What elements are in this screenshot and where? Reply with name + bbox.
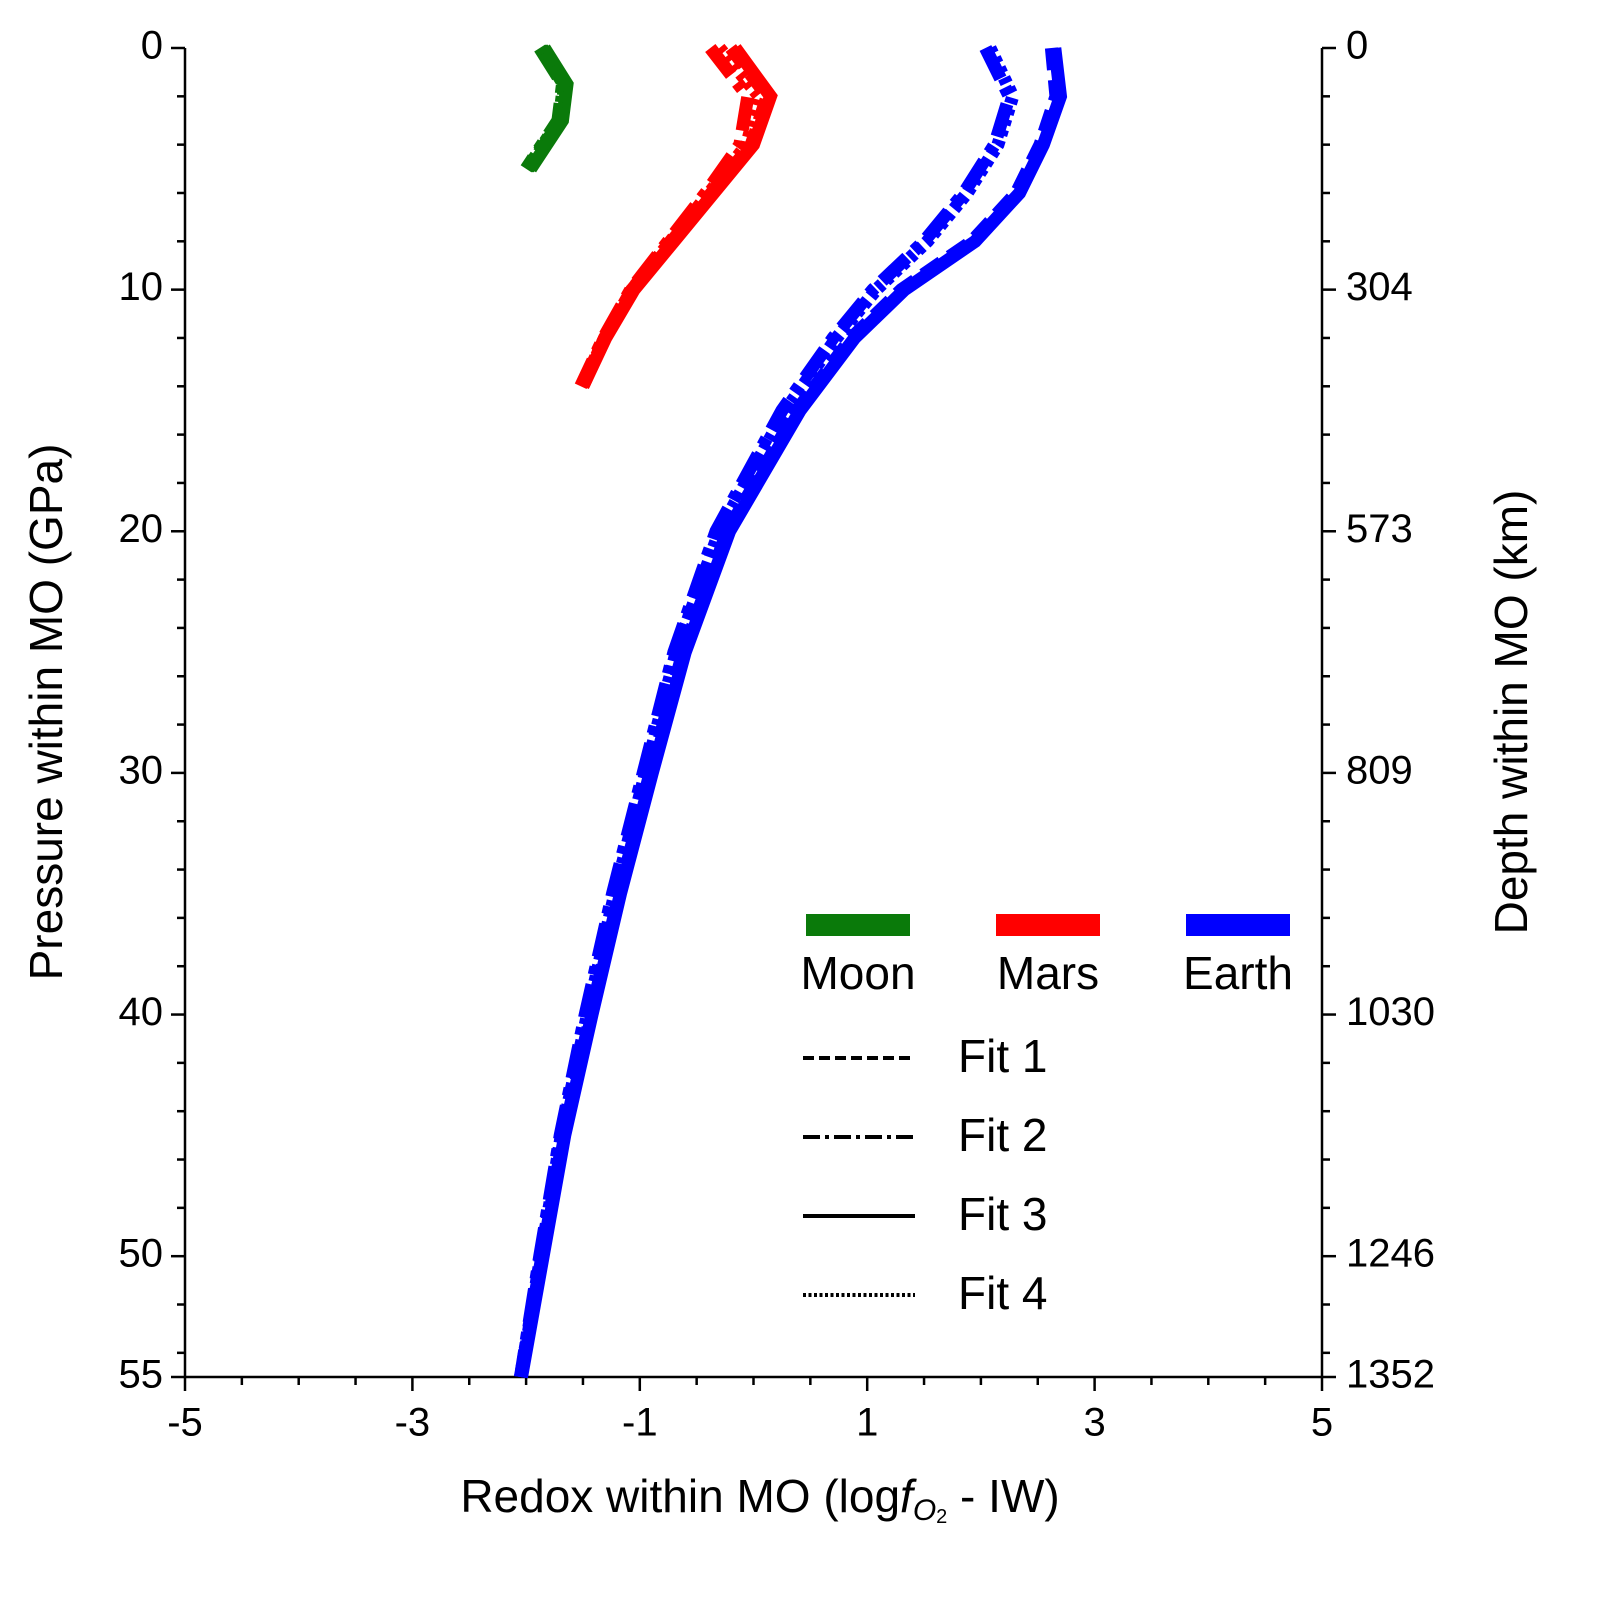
y-tick-label: 30	[119, 748, 164, 792]
y2-tick-label: 1352	[1346, 1353, 1435, 1397]
curve	[575, 43, 767, 390]
x-tick-label: -5	[167, 1401, 203, 1445]
x-tick-label: 3	[1083, 1401, 1105, 1445]
y-tick-label: 20	[119, 507, 164, 551]
x-tick-label: -1	[622, 1401, 658, 1445]
y-tick-label: 55	[119, 1353, 164, 1397]
x-title-sub: O	[913, 1494, 936, 1527]
y2-tick-label: 304	[1346, 265, 1413, 309]
y2-tick-label: 809	[1346, 748, 1413, 792]
y-tick-label: 0	[141, 24, 163, 68]
x-title-f: f	[900, 1470, 917, 1522]
x-tick-label: 5	[1311, 1401, 1333, 1445]
y-tick-label: 40	[119, 990, 164, 1034]
x-axis-title: Redox within MO (logfO2 - IW)	[460, 1470, 1059, 1528]
y-tick-label: 10	[119, 265, 164, 309]
x-title-after: - IW)	[947, 1470, 1059, 1522]
y-tick-label: 50	[119, 1232, 164, 1276]
curve	[515, 47, 1068, 1379]
x-title-text: Redox within MO (log	[460, 1470, 900, 1522]
y2-tick-label: 1246	[1346, 1232, 1435, 1276]
x-title-subsub: 2	[936, 1506, 947, 1528]
legend-label: Mars	[997, 947, 1099, 999]
legend-label: Fit 4	[958, 1267, 1047, 1319]
legend-label: Fit 1	[958, 1030, 1047, 1082]
y2-axis-title: Depth within MO (km)	[1485, 490, 1537, 935]
y-axis-title: Pressure within MO (GPa)	[20, 444, 72, 981]
legend-label: Fit 3	[958, 1188, 1047, 1240]
legend-label: Fit 2	[958, 1109, 1047, 1161]
legend-label: Earth	[1183, 947, 1293, 999]
curve	[513, 45, 1017, 1379]
y2-tick-label: 573	[1346, 507, 1413, 551]
y2-tick-label: 1030	[1346, 990, 1435, 1034]
curve	[514, 45, 1020, 1379]
legend-label: Moon	[800, 947, 915, 999]
y2-tick-label: 0	[1346, 24, 1368, 68]
x-tick-label: 1	[856, 1401, 878, 1445]
x-tick-label: -3	[395, 1401, 431, 1445]
